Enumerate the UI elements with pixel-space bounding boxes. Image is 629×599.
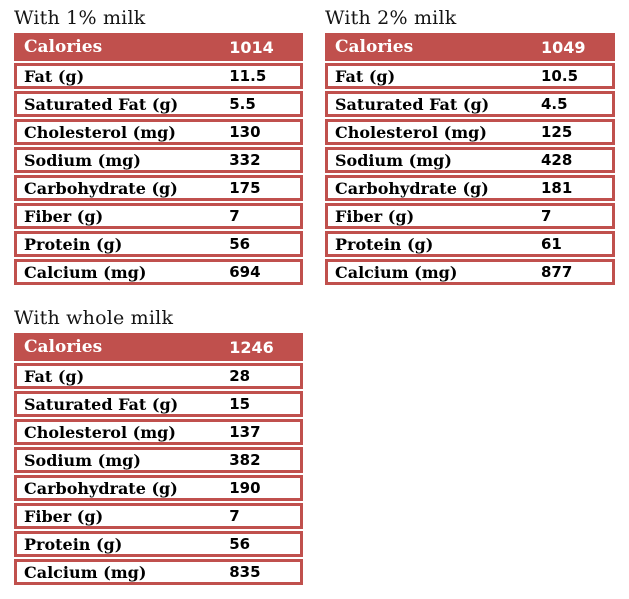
row-label: Protein (g) — [24, 534, 123, 554]
header-value: 1014 — [229, 37, 274, 57]
table-row: Fiber (g) 7 — [14, 203, 303, 229]
table-row: Fat (g) 28 — [14, 363, 303, 389]
table-row: Calcium (mg) 877 — [325, 259, 615, 285]
table-row: Sodium (mg) 332 — [14, 147, 303, 173]
row-value: 130 — [229, 123, 261, 141]
row-value: 190 — [229, 479, 261, 497]
table-row: Fiber (g) 7 — [325, 203, 615, 229]
row-value: 5.5 — [229, 95, 256, 113]
header-value: 1049 — [541, 37, 586, 57]
row-value: 125 — [541, 123, 573, 141]
row-label: Sodium (mg) — [24, 150, 141, 170]
row-value: 835 — [229, 563, 261, 581]
row-label: Cholesterol (mg) — [24, 422, 176, 442]
row-label: Saturated Fat (g) — [335, 94, 490, 114]
row-label: Cholesterol (mg) — [24, 122, 176, 142]
table-row: Cholesterol (mg) 125 — [325, 119, 615, 145]
milk-table-whole: With whole milk Calories 1246 Fat (g) 28… — [14, 308, 303, 585]
row-value: 7 — [229, 507, 240, 525]
table-row: Carbohydrate (g) 181 — [325, 175, 615, 201]
row-label: Cholesterol (mg) — [335, 122, 487, 142]
nutrition-table: Calories 1049 Fat (g) 10.5 Saturated Fat… — [325, 33, 615, 285]
row-value: 11.5 — [229, 67, 267, 85]
table-title: With whole milk — [14, 307, 174, 329]
table-row: Saturated Fat (g) 5.5 — [14, 91, 303, 117]
table-row: Sodium (mg) 428 — [325, 147, 615, 173]
row-value: 15 — [229, 395, 251, 413]
row-label: Fat (g) — [24, 66, 85, 86]
row-label: Sodium (mg) — [335, 150, 452, 170]
row-value: 10.5 — [541, 67, 579, 85]
table-row: Carbohydrate (g) 190 — [14, 475, 303, 501]
row-value: 28 — [229, 367, 251, 385]
nutrition-table: Calories 1014 Fat (g) 11.5 Saturated Fat… — [14, 33, 303, 285]
row-value: 7 — [541, 207, 552, 225]
table-row: Cholesterol (mg) 137 — [14, 419, 303, 445]
nutrition-table: Calories 1246 Fat (g) 28 Saturated Fat (… — [14, 333, 303, 585]
table-row: Sodium (mg) 382 — [14, 447, 303, 473]
row-label: Fiber (g) — [24, 206, 104, 226]
header-label: Calories — [24, 337, 103, 357]
row-label: Fiber (g) — [335, 206, 415, 226]
row-value: 61 — [541, 235, 562, 253]
row-value: 877 — [541, 263, 573, 281]
row-label: Sodium (mg) — [24, 450, 141, 470]
row-value: 428 — [541, 151, 573, 169]
row-value: 7 — [229, 207, 240, 225]
table-title: With 1% milk — [14, 7, 146, 29]
row-label: Calcium (mg) — [24, 262, 147, 282]
row-value: 181 — [541, 179, 573, 197]
header-label: Calories — [335, 37, 414, 57]
header-row: Calories 1246 — [14, 333, 303, 361]
row-label: Protein (g) — [24, 234, 123, 254]
row-label: Protein (g) — [335, 234, 434, 254]
row-label: Saturated Fat (g) — [24, 94, 179, 114]
table-row: Calcium (mg) 835 — [14, 559, 303, 585]
table-row: Fat (g) 11.5 — [14, 63, 303, 89]
row-value: 4.5 — [541, 95, 568, 113]
table-row: Saturated Fat (g) 4.5 — [325, 91, 615, 117]
table-row: Protein (g) 56 — [14, 231, 303, 257]
header-row: Calories 1049 — [325, 33, 615, 61]
row-label: Fat (g) — [335, 66, 396, 86]
row-label: Carbohydrate (g) — [24, 478, 178, 498]
table-row: Fiber (g) 7 — [14, 503, 303, 529]
row-label: Fiber (g) — [24, 506, 104, 526]
row-label: Saturated Fat (g) — [24, 394, 179, 414]
table-row: Calcium (mg) 694 — [14, 259, 303, 285]
row-label: Calcium (mg) — [24, 562, 147, 582]
row-value: 137 — [229, 423, 261, 441]
row-label: Carbohydrate (g) — [335, 178, 489, 198]
milk-table-2-percent: With 2% milk Calories 1049 Fat (g) 10.5 … — [325, 8, 615, 285]
row-label: Fat (g) — [24, 366, 85, 386]
row-value: 382 — [229, 451, 261, 469]
row-value: 175 — [229, 179, 261, 197]
header-value: 1246 — [229, 337, 274, 357]
milk-table-1-percent: With 1% milk Calories 1014 Fat (g) 11.5 … — [14, 8, 303, 285]
row-value: 332 — [229, 151, 261, 169]
table-row: Carbohydrate (g) 175 — [14, 175, 303, 201]
table-row: Protein (g) 56 — [14, 531, 303, 557]
row-value: 56 — [229, 235, 251, 253]
table-row: Cholesterol (mg) 130 — [14, 119, 303, 145]
row-value: 56 — [229, 535, 251, 553]
table-row: Saturated Fat (g) 15 — [14, 391, 303, 417]
row-value: 694 — [229, 263, 261, 281]
header-label: Calories — [24, 37, 103, 57]
table-title: With 2% milk — [325, 7, 457, 29]
table-row: Fat (g) 10.5 — [325, 63, 615, 89]
row-label: Carbohydrate (g) — [24, 178, 178, 198]
header-row: Calories 1014 — [14, 33, 303, 61]
table-row: Protein (g) 61 — [325, 231, 615, 257]
row-label: Calcium (mg) — [335, 262, 458, 282]
